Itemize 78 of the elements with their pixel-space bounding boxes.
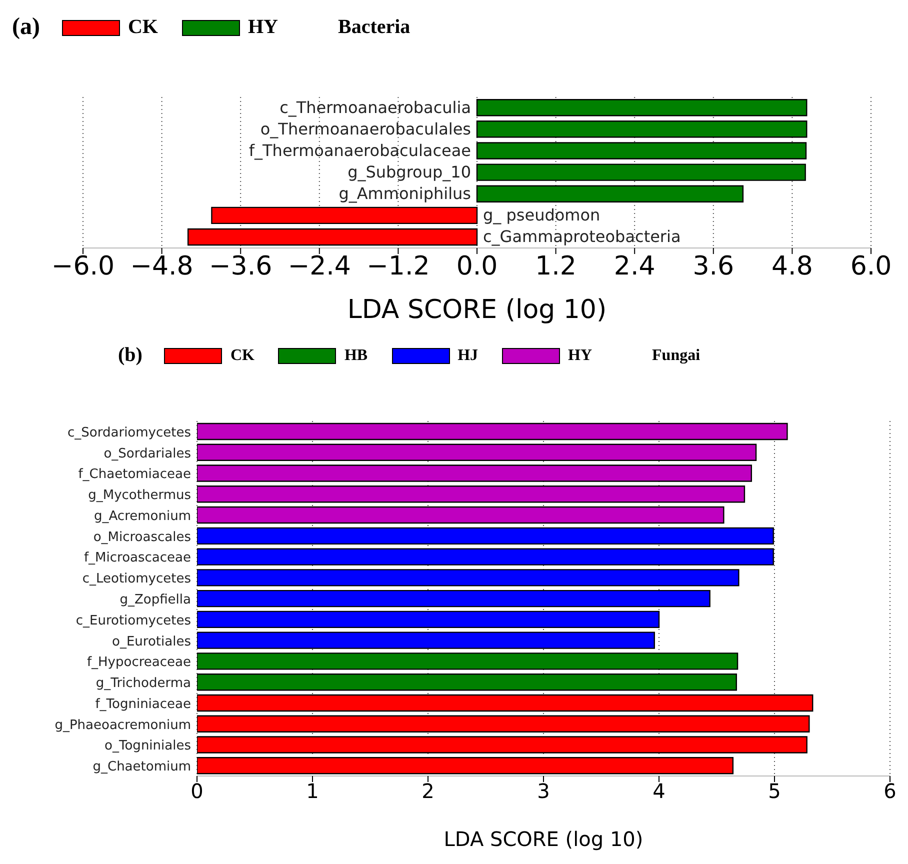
x-tick-label: −2.4 [288,251,351,282]
y-tick-label: f_Microascaceae [84,550,191,566]
x-axis-title: LDA SCORE (log 10) [347,295,607,325]
bar [197,715,810,732]
x-tick-label: 0.0 [456,251,498,282]
x-tick-label: 2.4 [614,251,656,282]
text: (a) [12,14,40,41]
y-tick-label: c_Sordariomycetes [68,425,192,440]
y-tick-label: g_Trichoderma [96,676,191,692]
x-tick-label: 3 [537,779,550,804]
y-tick-label: g_Ammoniphilus [338,184,471,204]
y-tick-label: f_Togniniaceae [95,696,191,712]
bar [197,673,737,691]
x-tick-label: 0 [190,779,204,804]
bar [197,569,740,586]
y-tick-label: o_Togniniales [104,738,192,754]
bar [197,632,655,649]
y-tick-label: f_Chaetomiaceae [78,467,191,482]
bar [197,548,774,566]
text: (b) [118,344,142,367]
x-tick-label: 4 [652,779,666,804]
x-tick-label: 5 [768,779,781,804]
legend-label: CK [229,346,254,364]
bar [197,444,757,461]
y-tick-label: c_Eurotiomycetes [76,613,192,628]
bar [187,228,478,246]
y-tick-label: o_Thermoanaerobaculales [260,119,471,138]
chart-title: Bacteria [338,16,410,39]
x-tick-label: 1 [306,779,319,804]
bar [476,164,806,181]
bar [476,120,808,138]
legend-label: CK [126,16,158,39]
bar [197,736,808,754]
y-tick-label: g_Zopfiella [120,592,191,608]
chart-title: Fungai [652,346,700,364]
y-tick-label: o_Eurotiales [112,634,192,650]
legend-label: HY [246,16,278,39]
bar [197,694,814,712]
x-tick-label: 6 [884,779,896,804]
x-tick-label: −4.8 [130,251,194,282]
y-tick-label: g_Chaetomium [92,760,191,775]
bar [476,142,807,160]
y-tick-label: f_Hypocreaceae [86,655,191,670]
y-tick-label: o_Microascales [93,530,192,545]
bar [197,652,738,670]
bar [211,206,478,224]
bar [197,422,788,440]
bar [197,757,734,774]
x-tick-label: 1.2 [535,251,576,282]
bar [476,185,744,202]
bar [197,610,660,628]
bar [197,590,710,608]
y-tick-label: g_ pseudomon [483,206,600,225]
bar [197,527,774,545]
bar [476,98,808,116]
legend-label: HJ [456,346,478,364]
x-tick-label: 6.0 [850,251,892,282]
legend-label: HB [343,346,368,364]
y-tick-label: g_Phaeoacremonium [54,718,191,733]
y-tick-label: g_Acremonium [94,508,191,524]
bar [197,506,724,524]
y-tick-label: g_Mycothermus [88,488,192,504]
x-tick-label: 3.6 [692,251,734,282]
y-tick-label: o_Sordariales [104,446,192,462]
bar [197,464,752,482]
y-tick-label: c_Thermoanaerobaculia [280,98,471,117]
y-tick-label: g_Subgroup_10 [348,162,471,182]
x-tick-label: −3.6 [209,251,272,282]
x-axis-title: LDA SCORE (log 10) [444,827,644,851]
x-tick-label: 4.8 [772,251,813,282]
y-tick-label: f_Thermoanaerobaculaceae [248,140,471,160]
y-tick-label: c_Leotiomycetes [82,572,192,587]
x-tick-label: 2 [422,779,434,804]
y-tick-label: c_Gammaproteobacteria [483,227,681,246]
bar [197,486,746,503]
x-tick-label: −6.0 [51,251,115,282]
x-tick-label: −1.2 [366,251,430,282]
legend-label: HY [567,346,592,364]
